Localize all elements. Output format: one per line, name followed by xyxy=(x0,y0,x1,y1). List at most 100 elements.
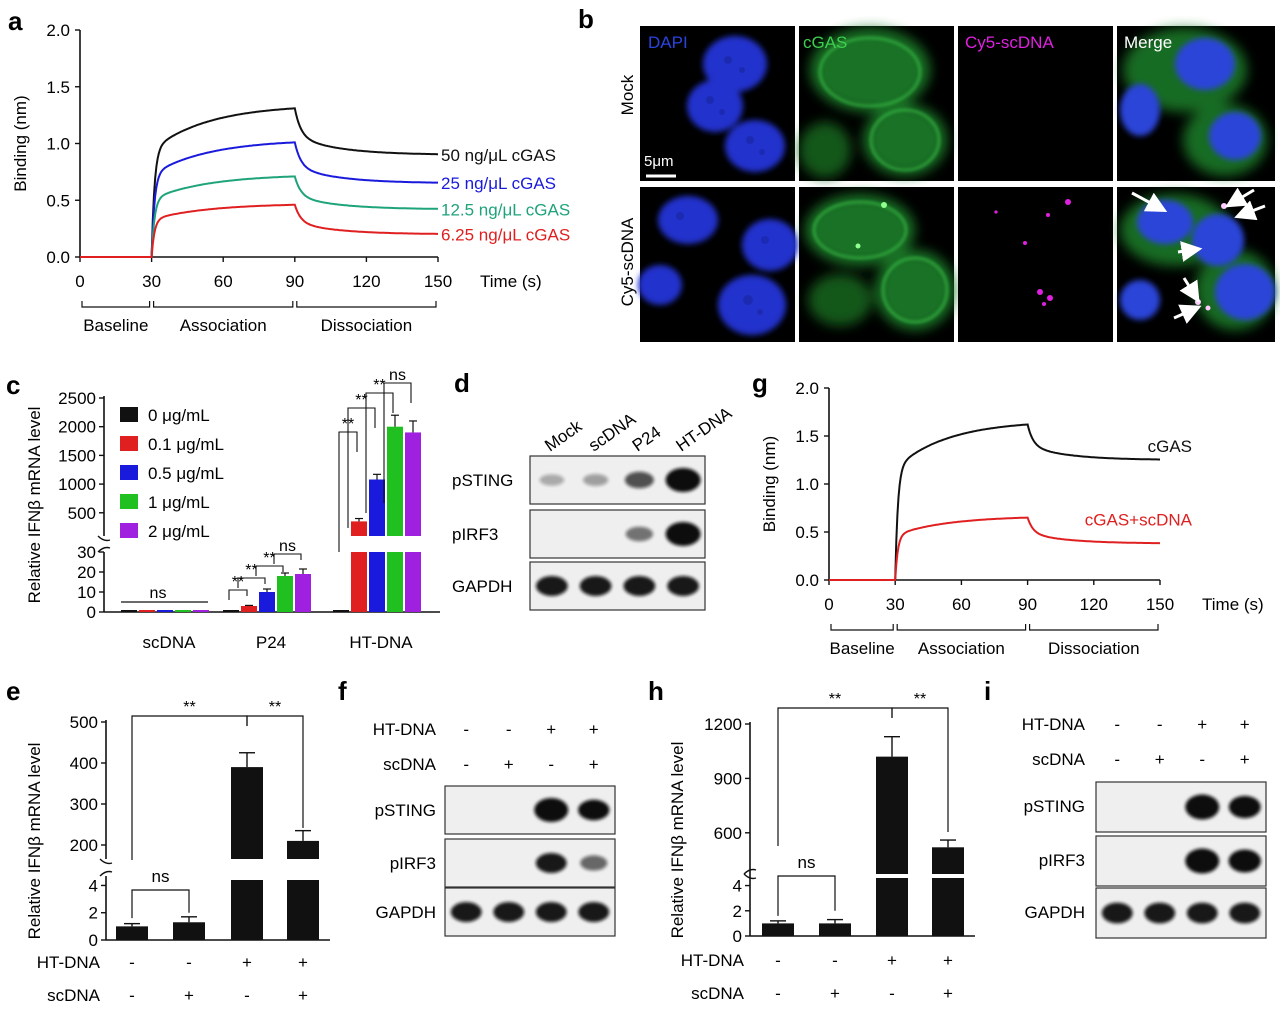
condition-sign: + xyxy=(830,984,840,1003)
legend-label: 0.1 μg/mL xyxy=(148,435,224,454)
blot-band xyxy=(1185,794,1220,820)
y-tick-label: 0.0 xyxy=(46,248,70,267)
sig-label: ** xyxy=(183,699,195,716)
condition-sign: - xyxy=(186,953,192,972)
x-tick-label: 120 xyxy=(352,272,380,291)
panel-a-binding-chart: 0.0 0.5 1.0 1.5 2.0 0 30 60 90 120 150 Time (s) Bind… xyxy=(11,21,570,335)
y-tick-label: 10 xyxy=(77,583,96,602)
bar xyxy=(241,606,257,612)
bar xyxy=(259,592,275,612)
legend-swatch xyxy=(120,407,138,422)
y-tick-label: 30 xyxy=(77,543,96,562)
bar xyxy=(175,610,191,612)
condition-label: HT-DNA xyxy=(681,951,745,970)
blot-band xyxy=(1101,902,1133,924)
y-tick-label: 500 xyxy=(68,504,96,523)
blot-label: pIRF3 xyxy=(390,854,436,873)
blot-band xyxy=(539,474,565,486)
y-tick-label: 4 xyxy=(733,877,742,896)
condition-sign: + xyxy=(298,953,308,972)
blot-band xyxy=(580,855,608,871)
condition-sign: + xyxy=(184,986,194,1005)
y-tick-label: 0 xyxy=(87,603,96,622)
condition-label: scDNA xyxy=(1032,750,1086,769)
y-tick-label: 300 xyxy=(70,795,98,814)
condition-sign: + xyxy=(504,755,514,774)
phase-bracket xyxy=(896,624,1027,631)
bar xyxy=(876,878,908,936)
x-tick-label: 150 xyxy=(1146,595,1174,614)
blot-band xyxy=(1228,849,1261,873)
bar xyxy=(223,610,239,612)
channel-cy5: Cy5-scDNA xyxy=(965,33,1054,52)
y-axis-label: Relative IFNβ mRNA level xyxy=(668,742,687,939)
bar xyxy=(387,552,403,612)
blot-band xyxy=(535,853,567,873)
y-tick-label: 200 xyxy=(70,836,98,855)
blot-band xyxy=(535,902,567,922)
bar xyxy=(231,880,263,940)
condition-sign: - xyxy=(775,951,781,970)
condition-label: scDNA xyxy=(691,984,745,1003)
blot-band xyxy=(536,576,568,596)
y-tick-label: 2 xyxy=(733,902,742,921)
condition-sign: - xyxy=(1157,715,1163,734)
break-gap xyxy=(216,537,446,551)
blot-label: pSTING xyxy=(1024,797,1085,816)
blot-label: pIRF3 xyxy=(1039,851,1085,870)
condition-sign: + xyxy=(546,720,556,739)
panel-g-binding-chart: 0.0 0.5 1.0 1.5 2.0 0 30 60 90 120 150 Time (s) Bind… xyxy=(760,379,1264,658)
x-tick-label: 90 xyxy=(1018,595,1037,614)
bar xyxy=(932,878,964,936)
phase-label-dissociation: Dissociation xyxy=(1048,639,1140,658)
break-gap xyxy=(874,874,966,878)
blot-band xyxy=(1144,902,1176,924)
blot-psting xyxy=(1095,781,1267,833)
image-merge-mock xyxy=(1117,26,1275,181)
condition-sign: + xyxy=(1197,715,1207,734)
ns-bracket xyxy=(777,875,836,916)
panel-label-a: a xyxy=(8,6,23,36)
bar xyxy=(932,847,964,874)
panel-label-e: e xyxy=(6,676,20,706)
row-label-mock: Mock xyxy=(618,74,637,115)
y-tick-label: 1500 xyxy=(58,446,96,465)
phase-bracket xyxy=(81,301,151,308)
bar xyxy=(762,923,794,936)
sig-bracket xyxy=(255,565,284,576)
x-tick-label: 30 xyxy=(886,595,905,614)
bar xyxy=(157,610,173,612)
sig-label: ** xyxy=(355,392,367,409)
series-label-3: 6.25 ng/μL cGAS xyxy=(441,225,570,244)
panel-f-western-blot: HT-DNA - - + + scDNA - + - + pSTING pIRF3 GAPDH xyxy=(373,720,616,937)
legend-label: 0 μg/mL xyxy=(148,406,210,425)
condition-sign: - xyxy=(129,986,135,1005)
condition-sign: + xyxy=(1155,750,1165,769)
bar xyxy=(287,880,319,940)
sig-bracket xyxy=(131,715,248,860)
blot-band xyxy=(534,798,569,822)
condition-sign: + xyxy=(1240,750,1250,769)
bar xyxy=(116,926,148,940)
sig-label: ** xyxy=(829,691,841,708)
bar xyxy=(121,610,137,612)
phase-bracket xyxy=(830,624,894,631)
series-label-0: 50 ng/μL cGAS xyxy=(441,146,556,165)
y-tick-label: 0.0 xyxy=(795,571,819,590)
y-tick-label: 400 xyxy=(70,754,98,773)
ns-label: ns xyxy=(798,853,816,872)
sig-bracket xyxy=(383,382,412,503)
bar xyxy=(193,610,209,612)
panel-label-b: b xyxy=(578,4,594,34)
sig-label: ** xyxy=(245,562,257,579)
condition-sign: + xyxy=(887,951,897,970)
sig-bracket xyxy=(777,707,893,846)
panel-i-western-blot: HT-DNA - - + + scDNA - + - + pSTING pIRF3 GAPDH xyxy=(1022,715,1267,939)
channel-merge: Merge xyxy=(1124,33,1172,52)
condition-sign: - xyxy=(506,720,512,739)
phase-label-association: Association xyxy=(180,316,267,335)
condition-sign: + xyxy=(1240,715,1250,734)
image-cgas-scdna xyxy=(799,187,955,342)
y-tick-label: 600 xyxy=(714,824,742,843)
